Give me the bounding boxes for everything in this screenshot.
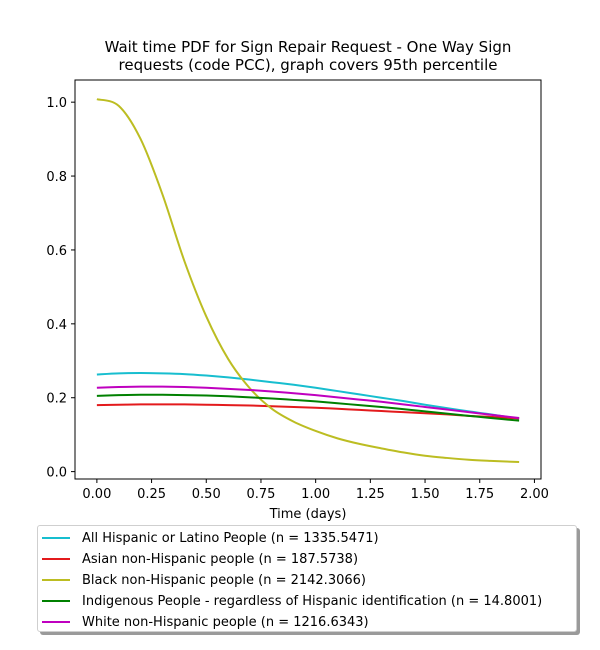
y-tick-label: 1.0 — [46, 96, 67, 111]
chart-title-line: requests (code PCC), graph covers 95th p… — [119, 56, 498, 74]
x-tick-label: 1.50 — [411, 487, 440, 502]
legend-swatch — [42, 621, 70, 623]
series-line-3 — [96, 98, 520, 464]
y-tick-label: 0.4 — [46, 318, 67, 333]
x-tick-label: 1.00 — [301, 487, 330, 502]
x-tick-label: 1.25 — [356, 487, 385, 502]
x-axis-label: Time (days) — [269, 507, 347, 522]
legend-item: Indigenous People - regardless of Hispan… — [42, 591, 542, 611]
x-axis: 0.00 0.25 0.50 0.75 1.00 1.25 1.50 1.75 2.00 — [82, 479, 549, 502]
x-tick-label: 0.50 — [192, 487, 221, 502]
series-line-4 — [96, 393, 520, 422]
legend: All Hispanic or Latino People (n = 1335.… — [37, 525, 577, 632]
legend-label: Black non-Hispanic people (n = 2142.3066… — [82, 572, 366, 588]
series-line-1 — [96, 371, 520, 420]
legend-swatch — [42, 579, 70, 581]
x-tick-label: 0.75 — [246, 487, 275, 502]
x-tick-label: 1.75 — [465, 487, 494, 502]
legend-item: White non-Hispanic people (n = 1216.6343… — [42, 612, 369, 632]
legend-label: All Hispanic or Latino People (n = 1335.… — [82, 530, 379, 546]
legend-label: Indigenous People - regardless of Hispan… — [82, 593, 543, 609]
series-line-5 — [96, 385, 520, 420]
legend-swatch — [42, 558, 70, 560]
chart-title: Wait time PDF for Sign Repair Request - … — [105, 38, 512, 74]
x-tick-label: 2.00 — [520, 487, 549, 502]
x-tick-label: 0.00 — [82, 487, 111, 502]
legend-swatch — [42, 537, 70, 539]
legend-item: Asian non-Hispanic people (n = 187.5738) — [42, 549, 358, 569]
legend-label: Asian non-Hispanic people (n = 187.5738) — [82, 551, 359, 567]
chart-title-line: Wait time PDF for Sign Repair Request - … — [105, 38, 512, 56]
y-axis: 0.0 0.2 0.4 0.6 0.8 1.0 — [46, 96, 75, 481]
x-tick-label: 0.25 — [137, 487, 166, 502]
legend-swatch — [42, 600, 70, 602]
plot-area — [74, 79, 542, 480]
y-tick-label: 0.6 — [46, 244, 67, 259]
legend-label: White non-Hispanic people (n = 1216.6343… — [82, 614, 369, 630]
legend-item: Black non-Hispanic people (n = 2142.3066… — [42, 570, 366, 590]
legend-item: All Hispanic or Latino People (n = 1335.… — [42, 528, 379, 548]
y-tick-label: 0.8 — [46, 170, 67, 185]
y-tick-label: 0.2 — [46, 392, 67, 407]
series-lines — [96, 98, 520, 464]
y-tick-label: 0.0 — [46, 466, 67, 481]
